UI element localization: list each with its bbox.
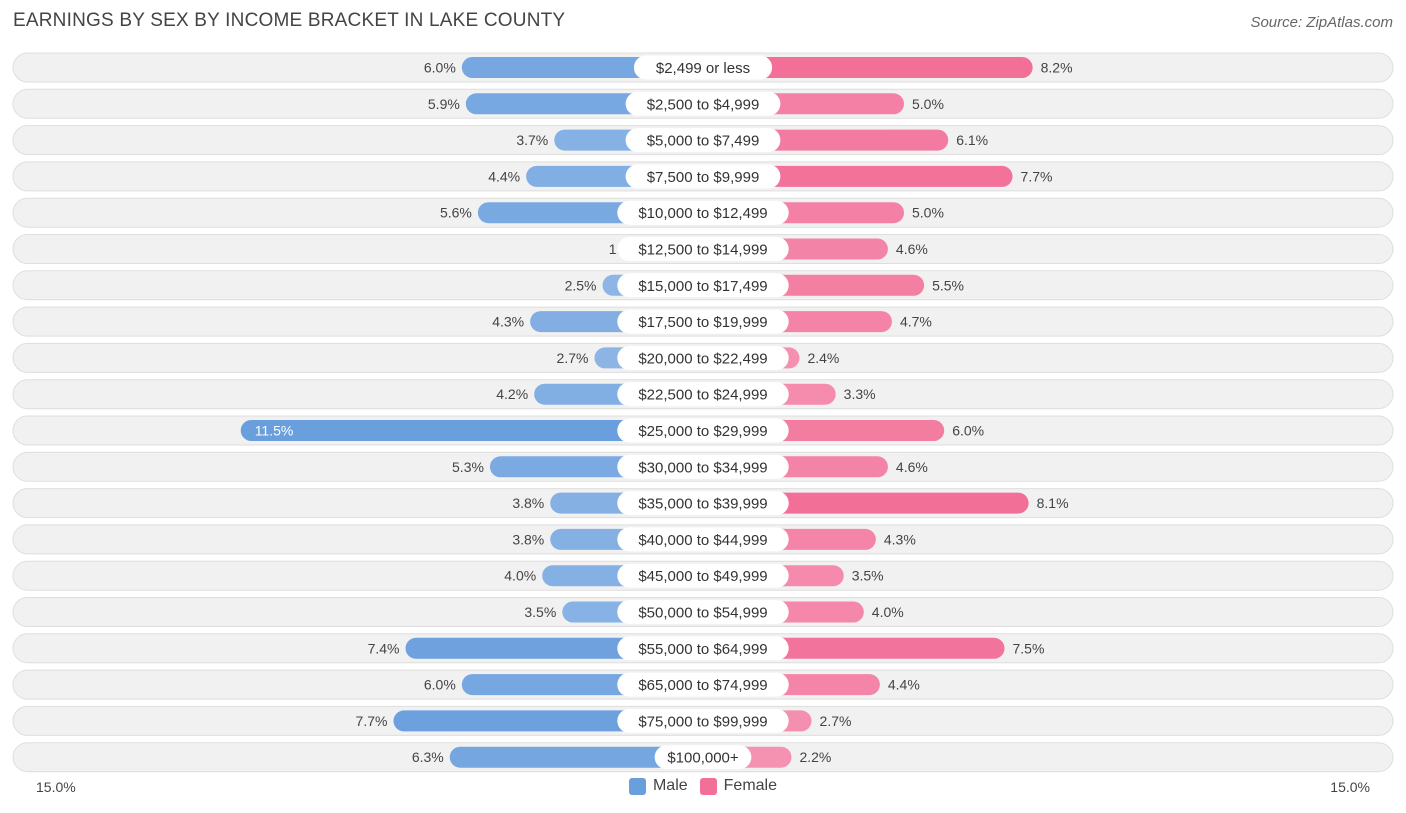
female-value-label: 2.2%: [799, 749, 831, 765]
female-value-label: 5.5%: [932, 277, 964, 293]
male-value-label: 4.3%: [492, 314, 524, 330]
male-value-label: 4.2%: [496, 386, 528, 402]
category-label: $2,500 to $4,999: [647, 96, 760, 113]
source-credit: Source: ZipAtlas.com: [1250, 14, 1393, 31]
category-pill: [617, 237, 789, 261]
category-label: $17,500 to $19,999: [638, 314, 767, 331]
female-bar: [703, 165, 1013, 187]
male-bar: [240, 420, 703, 441]
category-label: $75,000 to $99,999: [638, 713, 767, 730]
male-value-label: 7.4%: [368, 640, 400, 656]
category-pill: [617, 600, 789, 624]
female-value-label: 4.7%: [900, 314, 932, 330]
category-pill: [617, 309, 789, 334]
male-value-label: 6.3%: [412, 749, 444, 765]
category-label: $45,000 to $49,999: [638, 568, 767, 585]
male-value-label: 2.7%: [557, 350, 589, 366]
category-label: $50,000 to $54,999: [638, 605, 767, 622]
male-value-label: 3.5%: [524, 604, 556, 620]
female-value-label: 8.1%: [1037, 495, 1069, 511]
male-value-label: 7.7%: [356, 713, 388, 729]
category-label: $7,500 to $9,999: [647, 169, 760, 186]
male-value-label: 6.0%: [424, 677, 456, 693]
category-label: $5,000 to $7,499: [647, 133, 760, 150]
male-value-label: 11.5%: [255, 423, 294, 439]
category-label: $65,000 to $74,999: [638, 677, 767, 694]
bar-chart: 6.0% 8.2% $2,499 or less 5.9% 5.0% $2,500 to …: [12, 52, 1394, 773]
category-label: $35,000 to $39,999: [638, 496, 767, 513]
legend-swatch-male: [628, 777, 646, 795]
category-label: $40,000 to $44,999: [638, 532, 767, 549]
category-label: $15,000 to $17,499: [638, 278, 767, 295]
category-pill: [617, 273, 789, 298]
female-value-label: 5.0%: [912, 96, 944, 112]
category-label: $55,000 to $64,999: [638, 641, 767, 658]
female-value-label: 4.3%: [884, 531, 916, 547]
category-label: $100,000+: [667, 750, 739, 767]
legend: Male Female: [0, 777, 1406, 795]
female-bar: [703, 57, 1033, 78]
male-value-label: 3.8%: [512, 495, 544, 511]
male-value-label: 2.5%: [565, 277, 597, 293]
male-value-label: 3.8%: [512, 531, 544, 547]
category-pill: [625, 91, 781, 116]
female-value-label: 7.7%: [1021, 168, 1053, 184]
category-pill: [617, 345, 789, 370]
category-label: $10,000 to $12,499: [638, 205, 767, 222]
legend-item-female[interactable]: Female: [699, 777, 778, 795]
female-value-label: 5.0%: [912, 205, 944, 221]
axis-min-label: 15.0%: [36, 779, 76, 795]
category-pill: [617, 200, 789, 225]
female-value-label: 6.0%: [952, 423, 984, 439]
male-value-label: 6.0%: [424, 60, 456, 76]
category-label: $20,000 to $22,499: [638, 350, 767, 367]
female-value-label: 2.7%: [820, 713, 852, 729]
category-pill: [617, 636, 789, 661]
category-label: $2,499 or less: [656, 60, 750, 77]
category-label: $12,500 to $14,999: [638, 242, 767, 259]
legend-swatch-female: [699, 777, 717, 795]
category-label: $25,000 to $29,999: [638, 423, 767, 440]
category-pill: [633, 55, 773, 80]
category-pill: [617, 491, 789, 516]
female-value-label: 4.6%: [896, 459, 928, 475]
female-value-label: 7.5%: [1013, 640, 1045, 656]
category-pill: [617, 708, 789, 733]
category-label: $22,500 to $24,999: [638, 387, 767, 404]
category-pill: [617, 382, 789, 407]
male-value-label: 4.4%: [488, 168, 520, 184]
male-value-label: 5.9%: [428, 96, 460, 112]
legend-item-male[interactable]: Male: [628, 777, 688, 795]
male-value-label: 3.7%: [516, 132, 548, 148]
category-label: $30,000 to $34,999: [638, 459, 767, 476]
female-value-label: 3.3%: [844, 386, 876, 402]
category-pill: [625, 128, 781, 153]
female-value-label: 6.1%: [956, 132, 988, 148]
category-pill: [617, 454, 789, 479]
legend-label-female: Female: [723, 777, 778, 794]
male-value-label: 5.3%: [452, 459, 484, 475]
female-value-label: 8.2%: [1041, 60, 1073, 76]
female-value-label: 2.4%: [807, 350, 839, 366]
category-pill: [617, 527, 789, 552]
male-value-label: 4.0%: [504, 568, 536, 584]
axis-max-label: 15.0%: [1330, 779, 1370, 795]
category-pill: [617, 563, 789, 588]
female-value-label: 3.5%: [852, 568, 884, 584]
male-value-label: 5.6%: [440, 205, 472, 221]
female-value-label: 4.4%: [888, 677, 920, 693]
category-pill: [617, 672, 789, 697]
male-bar: [449, 746, 703, 768]
category-pill: [617, 418, 789, 443]
category-pill: [625, 164, 781, 189]
chart-title: EARNINGS BY SEX BY INCOME BRACKET IN LAK…: [13, 10, 566, 31]
legend-label-male: Male: [652, 777, 688, 794]
female-value-label: 4.0%: [872, 604, 904, 620]
female-value-label: 4.6%: [896, 241, 928, 257]
category-pill: [654, 745, 752, 770]
